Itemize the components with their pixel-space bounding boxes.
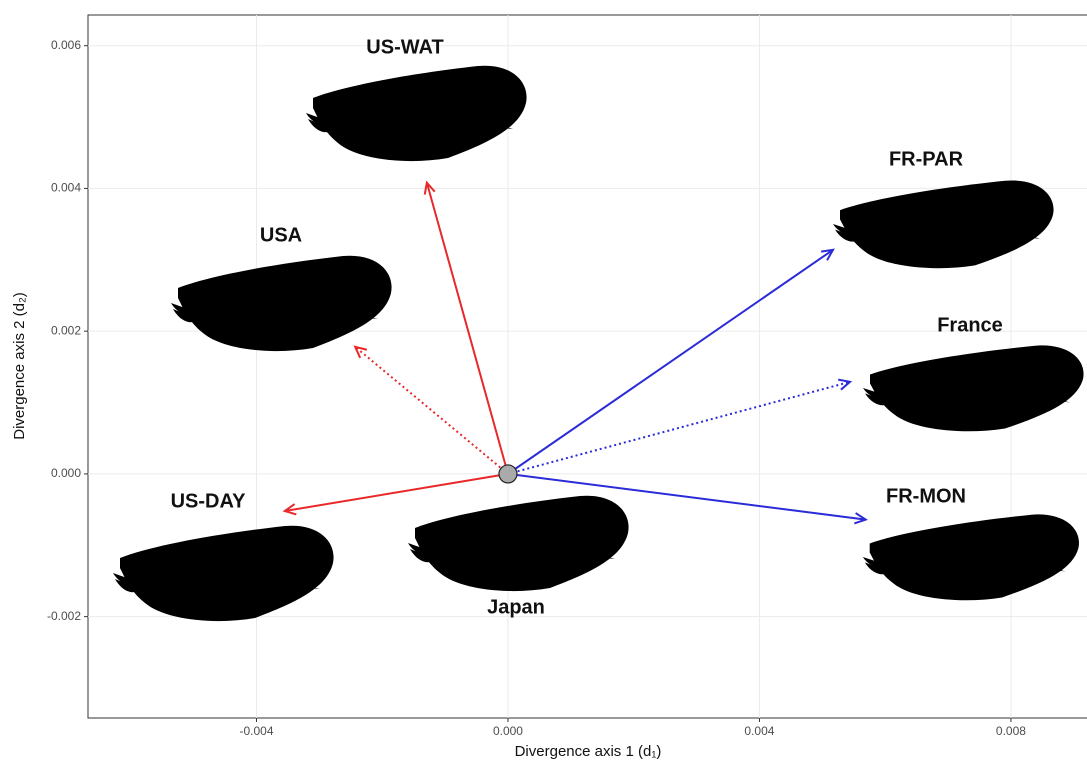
label: US-DAY: [171, 490, 246, 512]
y-tick-label: 0.006: [51, 38, 81, 52]
x-tick-label: 0.000: [493, 724, 523, 738]
label: Japan: [487, 596, 545, 618]
y-tick-label: 0.000: [51, 466, 81, 480]
y-tick-label: -0.002: [47, 609, 81, 623]
origin-point: [499, 465, 517, 483]
label: FR-MON: [886, 485, 966, 507]
x-tick-label: -0.004: [239, 724, 273, 738]
chart: US-WAT USA US-DAY FR-PAR France FR-MON J…: [0, 0, 1087, 763]
label: USA: [260, 224, 302, 246]
label: FR-PAR: [889, 148, 964, 170]
y-axis-title: Divergence axis 2 (d₂): [11, 292, 28, 440]
x-axis-title: Divergence axis 1 (d₁): [515, 743, 662, 760]
x-tick-label: 0.004: [744, 724, 774, 738]
label: France: [937, 314, 1003, 336]
y-tick-label: 0.004: [51, 181, 81, 195]
y-tick-label: 0.002: [51, 323, 81, 337]
label: US-WAT: [366, 36, 443, 58]
x-tick-label: 0.008: [996, 724, 1026, 738]
